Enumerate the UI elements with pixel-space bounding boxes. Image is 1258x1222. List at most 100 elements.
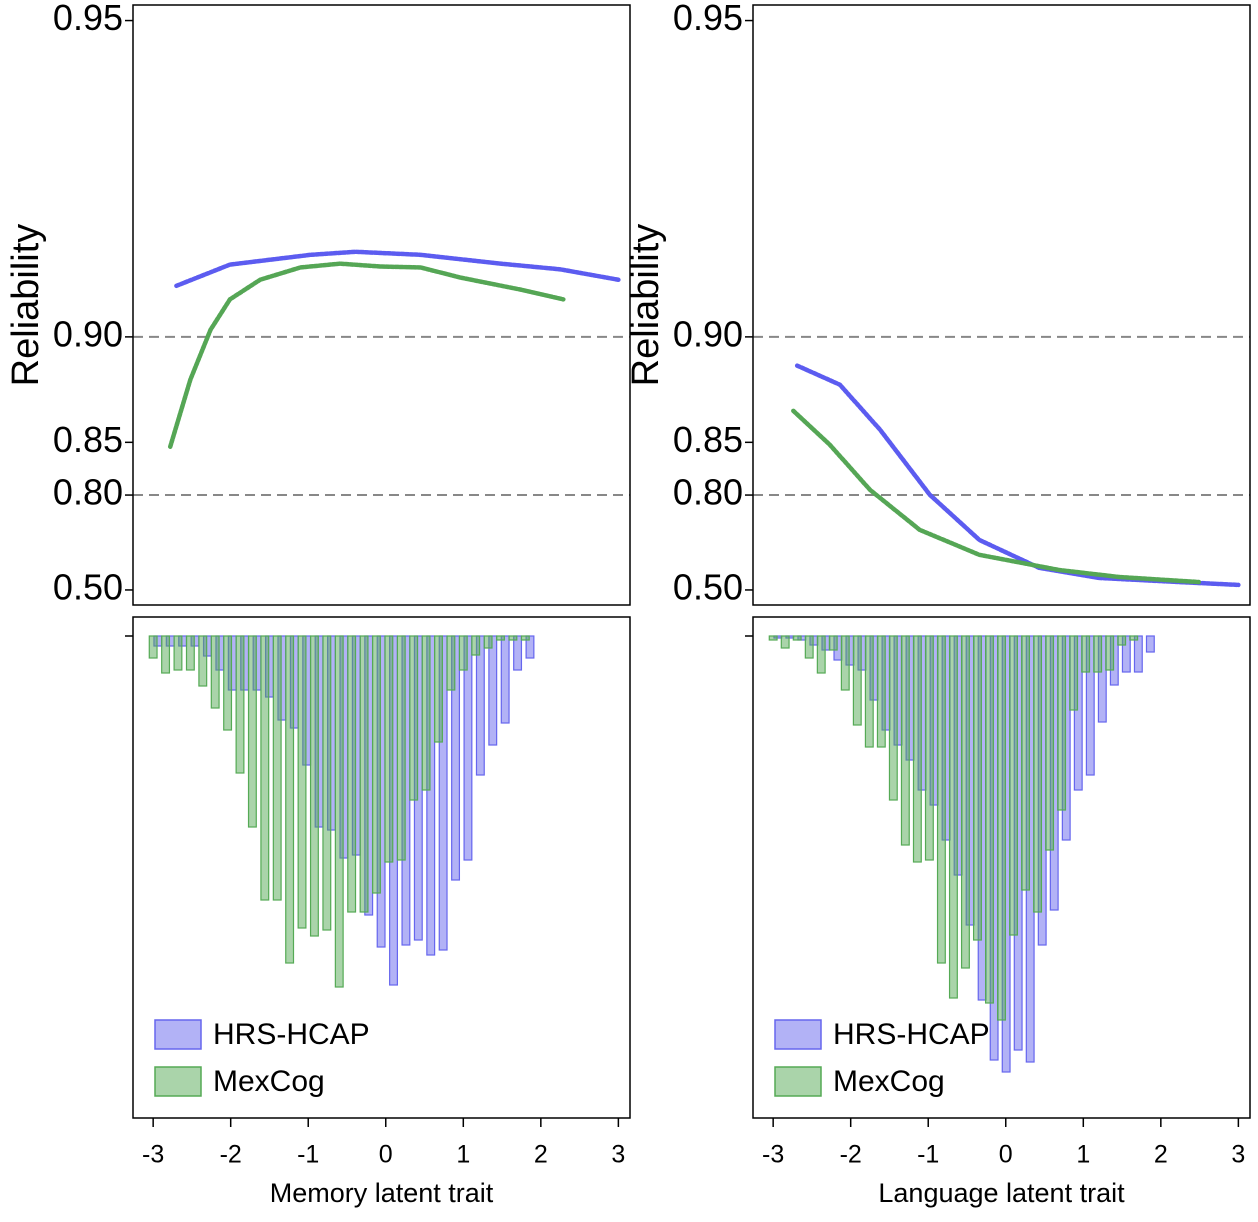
histogram-bar [1133, 635, 1143, 673]
histogram-bar [768, 635, 778, 641]
x-tick-label: -3 [142, 1141, 164, 1169]
y-tick-label: 0.80 [53, 472, 123, 513]
histogram-bar [322, 635, 332, 931]
histogram-bar [924, 635, 934, 861]
x-tick-label: -2 [220, 1141, 242, 1169]
histogram-bar [185, 635, 195, 671]
histogram-bar [446, 635, 456, 691]
histogram-bar [1045, 635, 1055, 851]
plot-frame [132, 4, 631, 606]
histogram-bar [500, 635, 510, 724]
histogram-bar [371, 635, 381, 894]
histogram-bar [285, 635, 295, 964]
legend-swatch [154, 1019, 202, 1050]
histogram-bar [434, 635, 443, 743]
panel: 0.50 0.80 0.85 0.90 0.95 Reliability HRS-HCAP M… [5, 0, 631, 1208]
y-tick-label: 0.50 [673, 566, 743, 607]
y-axis-label: Reliability [625, 224, 667, 387]
histogram-bar [148, 635, 158, 659]
histogram-bar [1033, 635, 1043, 913]
histogram-bar [828, 635, 838, 651]
x-tick-label: 3 [1231, 1141, 1245, 1169]
y-tick-label: 0.85 [673, 419, 743, 460]
reliability-line [167, 261, 566, 449]
histogram-bar [840, 635, 850, 691]
histogram-bar [438, 635, 448, 951]
reliability-line [174, 249, 621, 289]
legend-swatch [774, 1066, 822, 1097]
histogram-bar [359, 635, 369, 913]
plot-frame [752, 4, 1251, 606]
histogram-bar [792, 635, 802, 641]
histogram-bar [1129, 635, 1139, 641]
histogram-bar [804, 635, 814, 659]
y-tick-label: 0.95 [53, 0, 123, 38]
histogram-bar [210, 635, 220, 709]
panel: 0.50 0.80 0.85 0.90 0.95 Reliability HRS-HCAP M… [625, 0, 1251, 1208]
x-tick-label: -1 [917, 1141, 939, 1169]
histogram-bar [900, 635, 910, 846]
x-tick-label: 1 [1076, 1141, 1090, 1169]
x-tick-label: -2 [840, 1141, 862, 1169]
histogram-bar [334, 635, 344, 988]
histogram-bar [161, 635, 171, 674]
x-tick-label: 0 [999, 1141, 1013, 1169]
histogram-bar [1009, 635, 1018, 936]
legend-label: MexCog [213, 1065, 325, 1098]
histogram-bar [513, 635, 523, 671]
histogram-bar [912, 635, 922, 863]
histogram-bar [1081, 635, 1091, 673]
histogram-bar [816, 635, 826, 674]
y-tick-label: 0.80 [673, 472, 743, 513]
histogram-bar [1085, 635, 1095, 776]
histogram-bar [1021, 635, 1031, 891]
histogram-bar [421, 635, 431, 791]
histogram-bar [483, 635, 493, 649]
legend-label: MexCog [833, 1065, 945, 1098]
histogram-bar [888, 635, 898, 801]
histogram-bar [458, 635, 468, 671]
legend-swatch [774, 1019, 822, 1050]
histogram-bar [488, 635, 498, 746]
histogram-bar [260, 635, 270, 901]
histogram-bar [297, 635, 307, 929]
y-tick-label: 0.90 [673, 313, 743, 354]
histogram-bar [426, 635, 436, 956]
y-tick-label: 0.50 [53, 566, 123, 607]
histogram-bar [471, 635, 481, 656]
histogram-bar [1121, 635, 1131, 673]
x-axis-label: Language latent trait [878, 1178, 1125, 1208]
histogram-bar [1057, 635, 1067, 811]
histogram-bar [985, 635, 994, 1004]
legend-label: HRS-HCAP [833, 1018, 990, 1051]
histogram-bar [972, 635, 982, 941]
histogram-bar [936, 635, 946, 964]
histogram-bar [780, 635, 790, 649]
histogram-bar [525, 635, 535, 659]
histogram-bar [496, 635, 505, 641]
histogram-bar [508, 635, 518, 641]
x-tick-label: -3 [762, 1141, 784, 1169]
x-tick-label: 2 [534, 1141, 548, 1169]
histogram-bar [451, 635, 461, 881]
legend-swatch [154, 1066, 202, 1097]
x-tick-label: 0 [379, 1141, 393, 1169]
histogram-bar [384, 635, 394, 863]
histogram-bar [235, 635, 245, 774]
histogram-bar [272, 635, 282, 901]
histogram-bar [396, 635, 406, 861]
y-tick-label: 0.90 [53, 313, 123, 354]
histogram-bar [1093, 635, 1103, 673]
histogram-bar [409, 635, 419, 801]
histogram-bar [309, 635, 319, 937]
reliability-line [791, 408, 1202, 585]
legend-label: HRS-HCAP [213, 1018, 370, 1051]
y-tick-label: 0.95 [673, 0, 743, 38]
y-tick-label: 0.85 [53, 419, 123, 460]
histogram-bar [864, 635, 874, 748]
x-tick-label: 3 [611, 1141, 625, 1169]
histogram-bar [1069, 635, 1079, 711]
histogram-bar [1073, 635, 1083, 791]
histogram-bar [347, 635, 357, 913]
